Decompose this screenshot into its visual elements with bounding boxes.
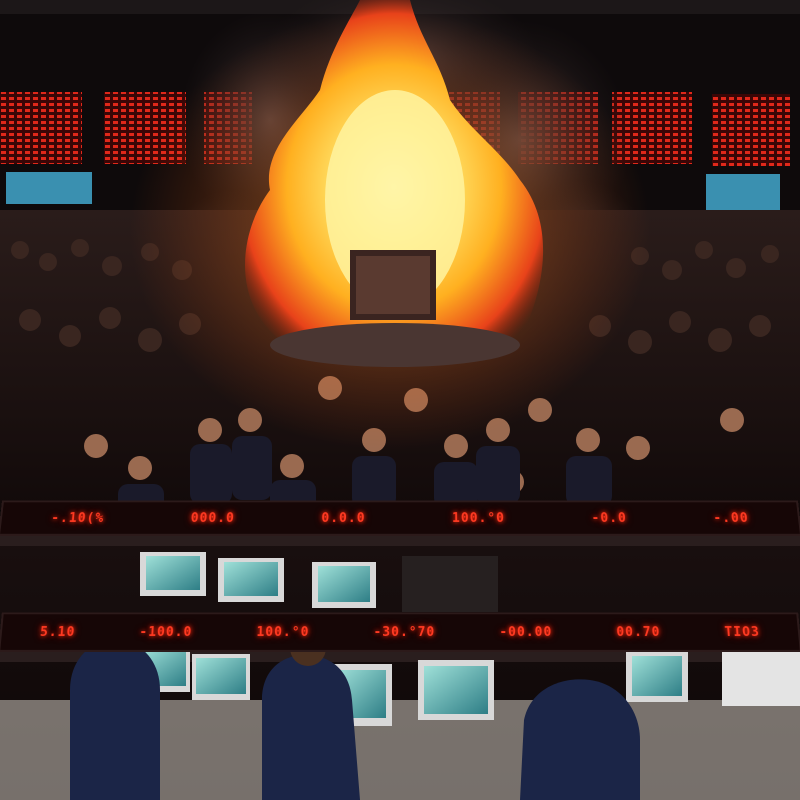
ticker-board-upper: -.10(% 000.0 0.0.0 100.°0 -0.0 -.00 <box>0 500 800 535</box>
monitor-screen <box>424 666 488 714</box>
ticker-quote: 0.0.0 <box>321 511 365 526</box>
ticker-quote: 100.°0 <box>452 511 505 526</box>
monitor-screen <box>632 656 682 696</box>
monitor-screen <box>224 562 278 596</box>
overhead-board <box>712 94 790 166</box>
ticker-quote: 5.10 <box>39 625 76 640</box>
ticker-quote: 100.°0 <box>256 625 309 640</box>
trader-left <box>70 640 160 800</box>
ticker-quote: -00.00 <box>499 625 552 640</box>
ticker-quote: -.10(% <box>50 511 104 526</box>
ticker-board-lower: 5.10 -100.0 100.°0 -30.°70 -00.00 00.70 … <box>0 612 800 652</box>
monitor-screen <box>318 566 370 602</box>
monitor <box>722 646 800 706</box>
monitor-screen <box>146 556 200 590</box>
ticker-quote: TIO3 <box>724 625 761 640</box>
monitor <box>402 556 498 612</box>
ticker-quote: -0.0 <box>591 511 627 526</box>
monitor-screen <box>196 658 246 694</box>
trader-right <box>520 679 640 800</box>
ticker-quote: 000.0 <box>190 511 235 526</box>
blue-screen <box>6 172 92 204</box>
pit-rim <box>270 323 520 367</box>
trader-center <box>262 655 360 800</box>
overhead-board <box>0 92 82 164</box>
ticker-quote: -30.°70 <box>373 625 435 640</box>
desk-ledge-1 <box>0 536 800 546</box>
ticker-quote: 00.70 <box>616 625 661 640</box>
ticker-quote: -100.0 <box>139 625 193 640</box>
pit-post-face <box>356 256 430 314</box>
ticker-quote: -.00 <box>713 511 750 526</box>
blue-screen <box>706 174 780 212</box>
